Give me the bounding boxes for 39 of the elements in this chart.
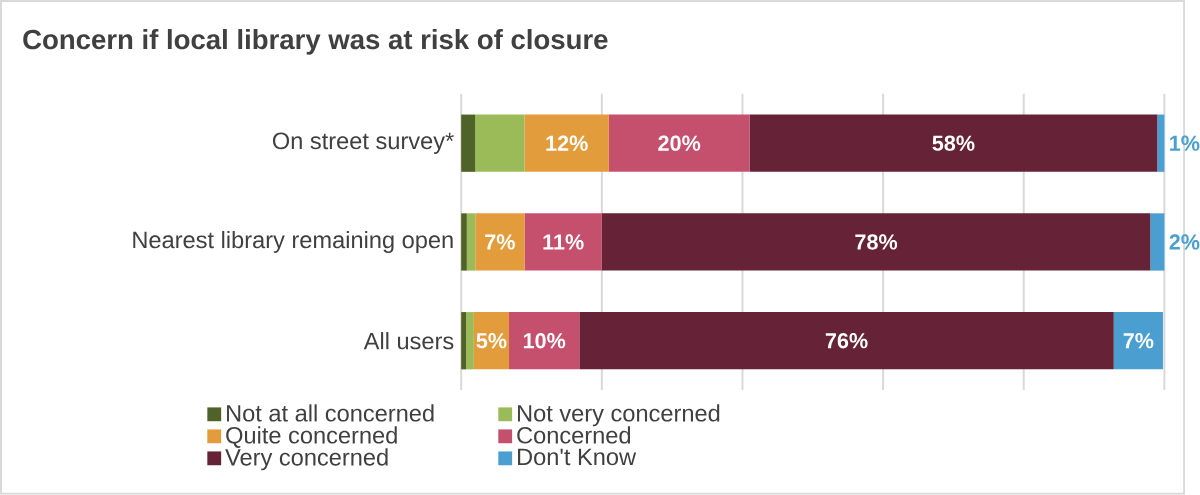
chart-title: Concern if local library was at risk of closure: [23, 29, 608, 55]
data-label: 58%: [932, 135, 975, 151]
bar: [601, 213, 1151, 271]
bar: [461, 213, 467, 271]
data-label: 12%: [546, 135, 588, 151]
data-label: 1%: [1170, 135, 1200, 151]
bar: [509, 312, 580, 370]
bar: [1113, 312, 1163, 370]
y-tick-label: Nearest library remaining open: [133, 231, 453, 254]
legend-label: Very concerned: [225, 448, 388, 471]
bar: [475, 114, 525, 172]
bar: [466, 213, 476, 271]
bar: [524, 213, 602, 271]
bar: [1150, 213, 1165, 271]
data-label: 5%: [476, 333, 507, 349]
data-label: 11%: [543, 234, 584, 250]
bar: [461, 312, 467, 370]
bar: [749, 114, 1158, 172]
legend-label: Not at all concerned: [227, 404, 434, 422]
bar: [475, 213, 525, 271]
y-tick-label: All users: [363, 332, 454, 350]
bar: [579, 312, 1114, 370]
data-label: 7%: [1123, 333, 1154, 349]
bar: [1157, 114, 1165, 172]
bar: [461, 114, 476, 172]
data-label: 7%: [485, 234, 515, 250]
data-label: 10%: [523, 333, 566, 349]
bar: [466, 312, 474, 370]
legend-label: Don't Know: [518, 448, 637, 466]
legend-label: Concerned: [517, 426, 631, 444]
legend-label: Not very concerned: [518, 404, 720, 427]
data-label: 2%: [1169, 234, 1200, 250]
bar: [524, 114, 609, 172]
data-label: 78%: [855, 234, 898, 250]
data-label: 76%: [825, 333, 868, 349]
data-label: 20%: [658, 135, 701, 151]
y-tick-label: On street survey*: [272, 132, 454, 155]
bar: [608, 114, 750, 172]
legend-label: Quite concerned: [226, 426, 397, 448]
